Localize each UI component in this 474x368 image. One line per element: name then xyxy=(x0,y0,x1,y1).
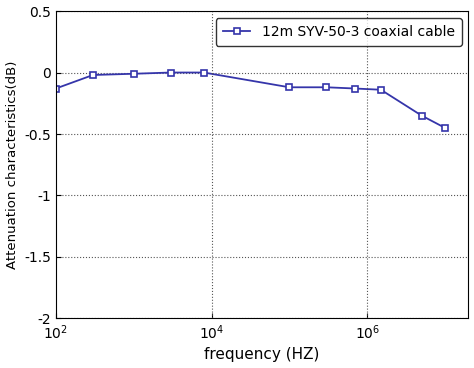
12m SYV-50-3 coaxial cable xyxy=(53,86,59,91)
12m SYV-50-3 coaxial cable xyxy=(286,85,292,89)
12m SYV-50-3 coaxial cable xyxy=(324,85,329,89)
12m SYV-50-3 coaxial cable xyxy=(419,113,424,118)
X-axis label: frequency (HZ): frequency (HZ) xyxy=(204,347,320,362)
12m SYV-50-3 coaxial cable xyxy=(352,86,358,91)
Line: 12m SYV-50-3 coaxial cable: 12m SYV-50-3 coaxial cable xyxy=(52,69,448,131)
Y-axis label: Attenuation characteristics(dB): Attenuation characteristics(dB) xyxy=(6,61,18,269)
12m SYV-50-3 coaxial cable xyxy=(131,71,137,76)
12m SYV-50-3 coaxial cable xyxy=(378,88,384,92)
12m SYV-50-3 coaxial cable xyxy=(442,125,448,130)
12m SYV-50-3 coaxial cable xyxy=(168,70,173,75)
Legend: 12m SYV-50-3 coaxial cable: 12m SYV-50-3 coaxial cable xyxy=(216,18,462,46)
12m SYV-50-3 coaxial cable xyxy=(201,70,207,75)
12m SYV-50-3 coaxial cable xyxy=(90,73,96,77)
